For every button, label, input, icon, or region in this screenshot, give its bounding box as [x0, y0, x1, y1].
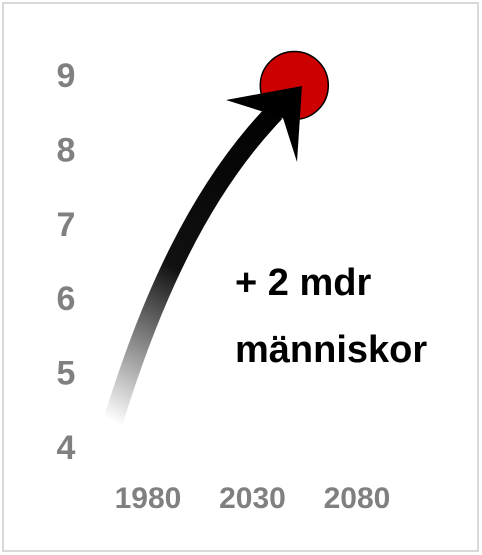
annotation: människor — [235, 329, 427, 371]
x-tick-label: 1980 — [115, 482, 182, 515]
y-tick-label: 6 — [57, 280, 76, 318]
y-tick-label: 4 — [57, 429, 76, 467]
y-tick-label: 9 — [57, 57, 76, 95]
y-tick-label: 5 — [57, 355, 76, 393]
arrow-head — [226, 86, 302, 162]
y-tick-label: 8 — [57, 131, 76, 169]
x-tick-label: 2030 — [219, 482, 286, 515]
y-tick-label: 7 — [57, 206, 76, 244]
x-tick-label: 2080 — [324, 482, 391, 515]
annotation: + 2 mdr — [235, 262, 371, 304]
growth-arrow — [102, 105, 283, 428]
